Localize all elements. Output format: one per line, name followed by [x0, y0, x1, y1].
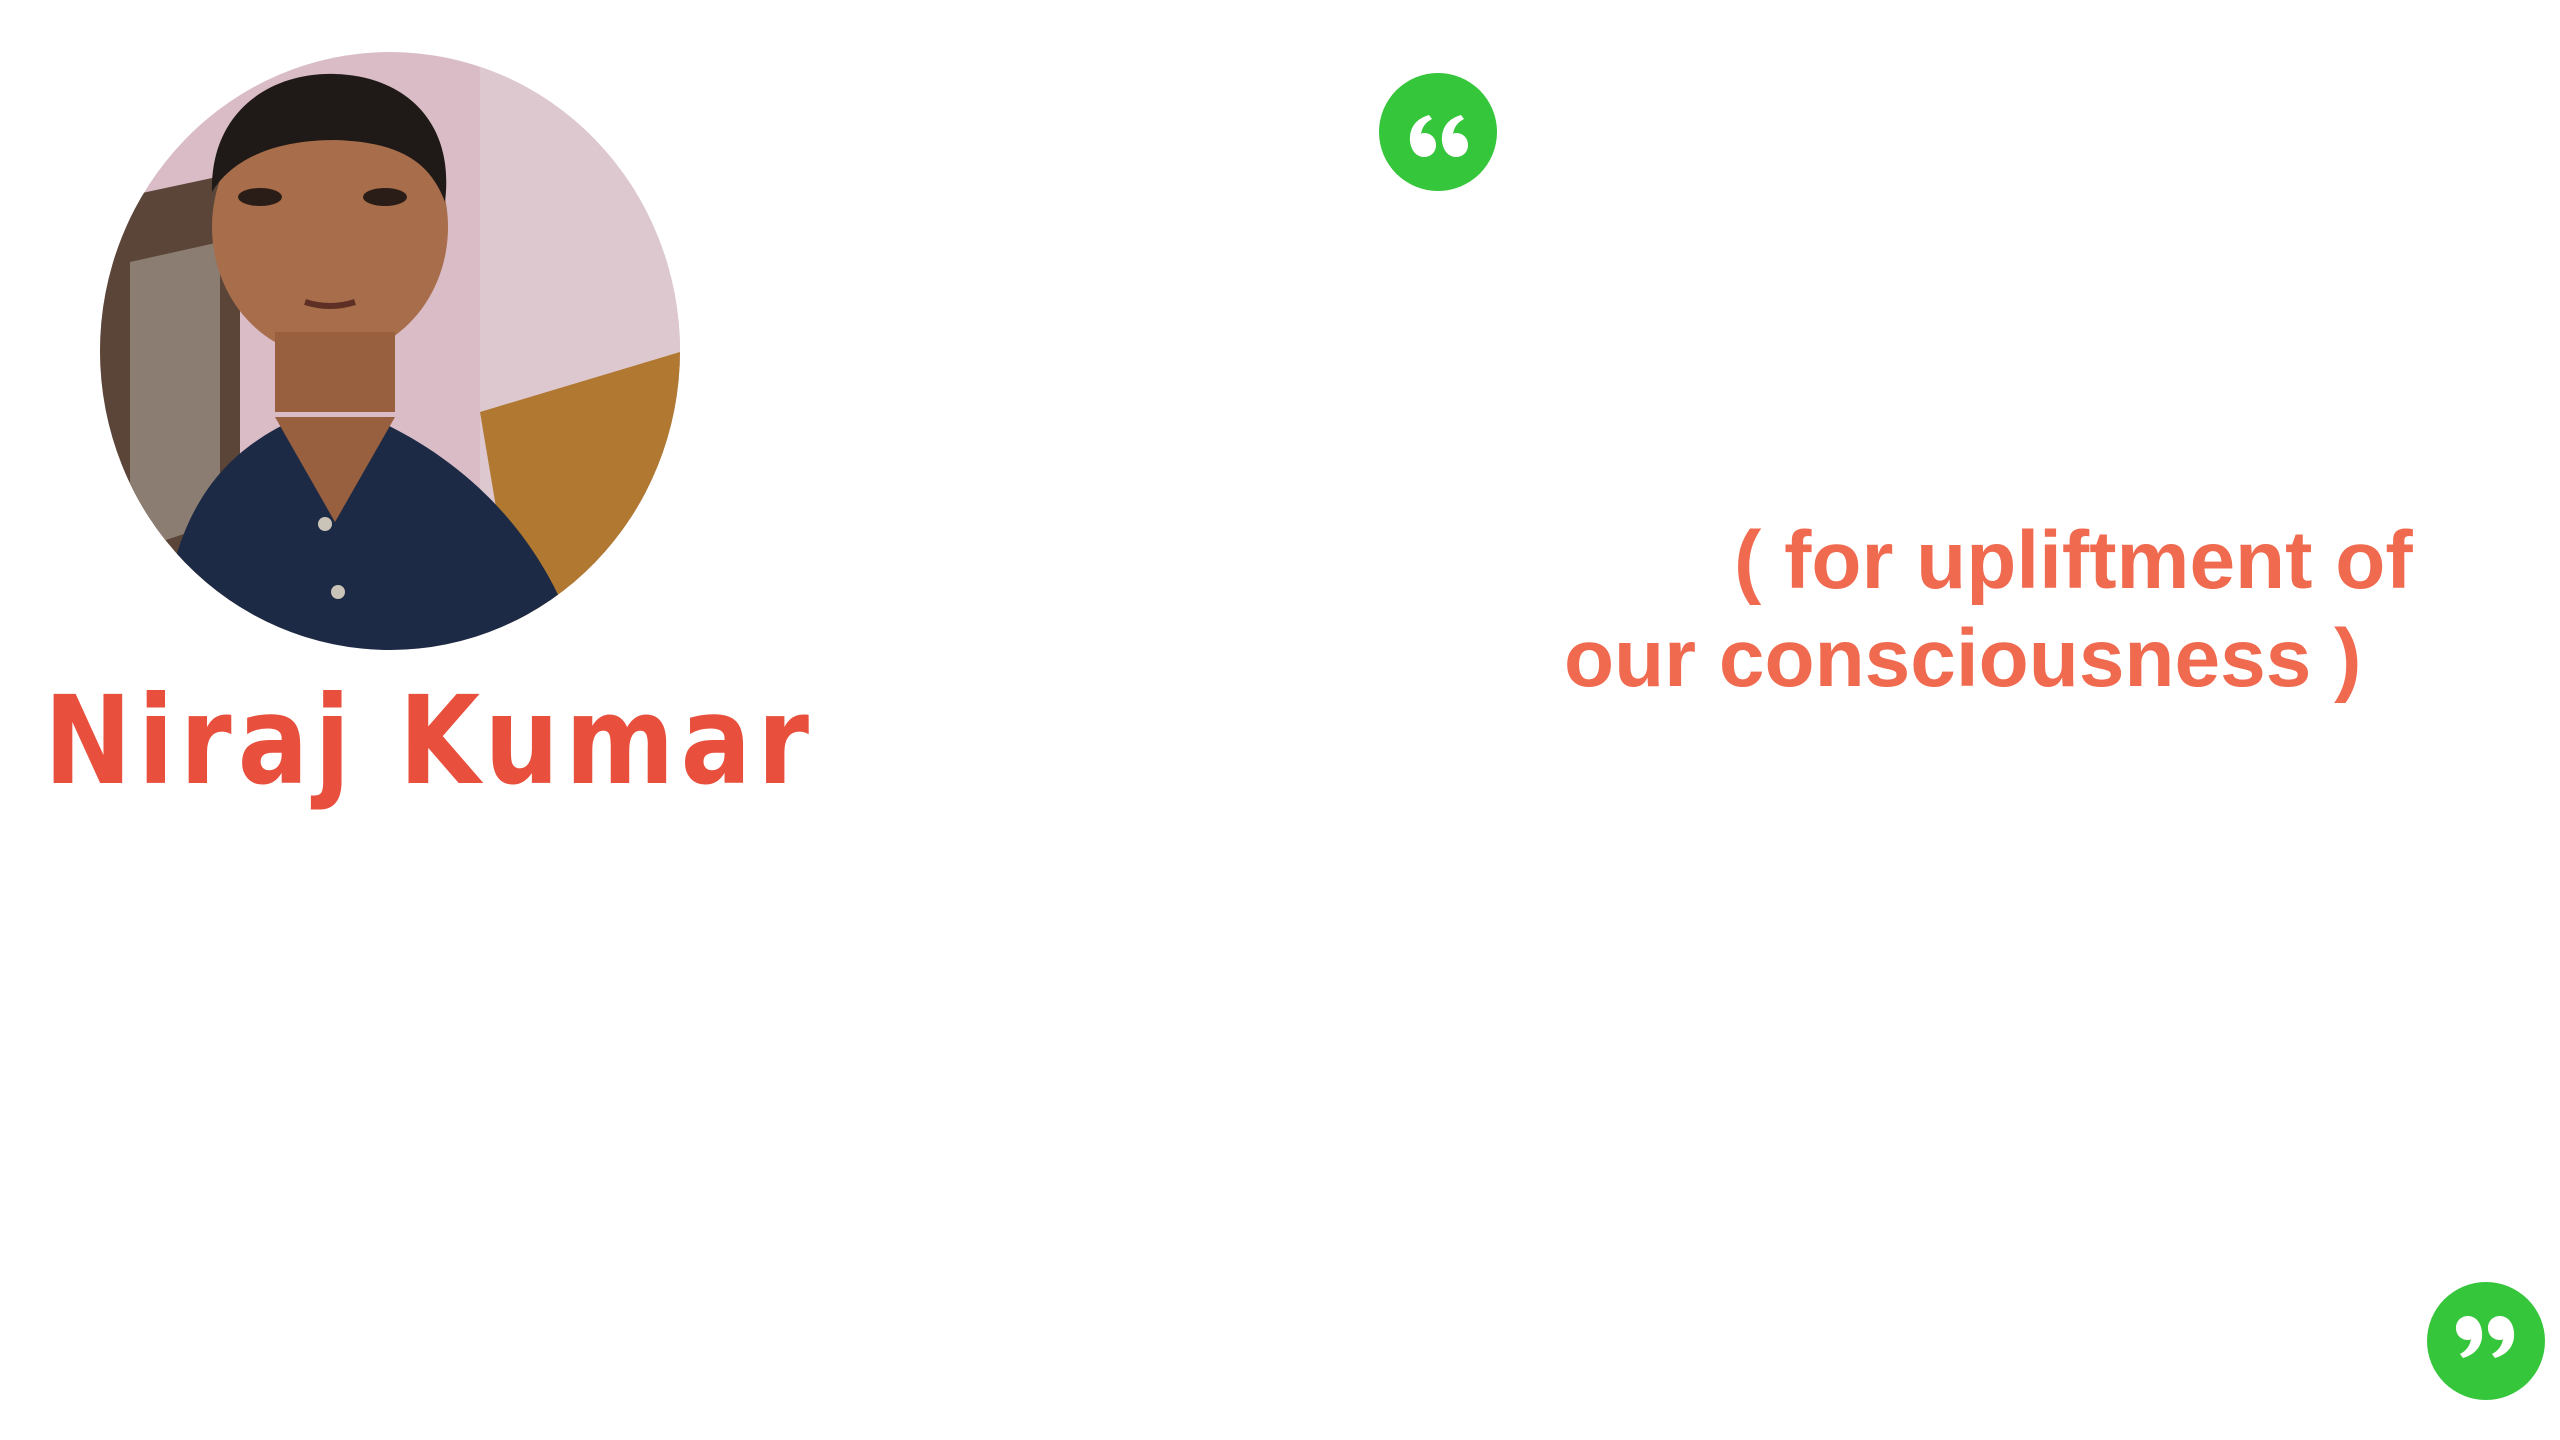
open-quote-icon	[1379, 73, 1497, 191]
quote-line-1: ( for upliftment of	[1734, 515, 2413, 606]
quote-line-2: our consciousness )	[1564, 613, 2362, 704]
close-quote-icon	[2427, 1282, 2545, 1400]
avatar-photo	[100, 52, 680, 650]
person-name: Niraj Kumar	[44, 670, 816, 812]
avatar	[100, 52, 680, 650]
quote-text: ( for upliftment of our consciousness )	[1500, 512, 2460, 708]
